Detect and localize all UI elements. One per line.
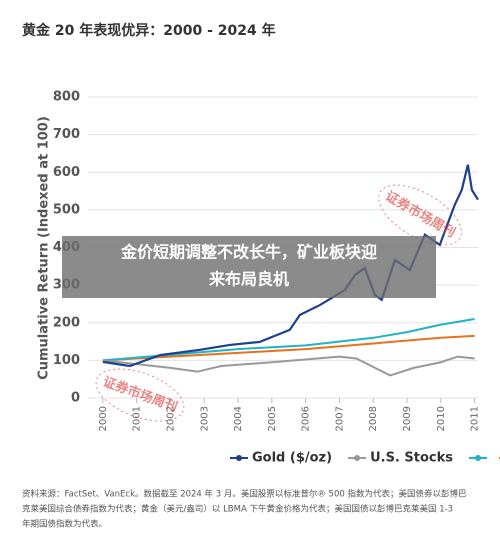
banner-text: 来布局良机	[208, 270, 289, 289]
x-tick-label: 2009	[402, 406, 413, 431]
y-tick-label: 0	[71, 391, 80, 406]
footnote: 克莱美国综合债券指数为代表；黄金（美元/盎司）以 LBMA 下午黄金价格为代表；…	[22, 504, 453, 515]
x-tick-label: 2008	[368, 406, 379, 431]
watermark-text: 证券市场周刊	[382, 188, 458, 241]
x-tick-label: 2011	[470, 406, 481, 431]
x-tick-label: 2003	[199, 406, 210, 431]
y-tick-label: 500	[53, 202, 80, 217]
legend-marker	[236, 455, 242, 461]
x-tick-label: 2010	[436, 406, 447, 431]
x-tick-label: 2005	[267, 406, 278, 431]
x-tick-label: 2007	[334, 406, 345, 431]
legend-marker	[475, 455, 481, 461]
x-tick-label: 2001	[132, 406, 143, 431]
line-series	[102, 318, 475, 362]
y-axis-label: Cumulative Return (Indexed at 100)	[37, 116, 52, 380]
watermark-ring	[378, 184, 462, 246]
line-series	[102, 355, 475, 377]
banner-bg	[62, 236, 436, 298]
line-series	[102, 334, 475, 362]
footnote: 资料来源：FactSet、VanEck。数据截至 2024 年 3 月。美国股票…	[22, 489, 467, 500]
y-tick-label: 800	[53, 90, 80, 105]
watermark-ring	[95, 368, 185, 422]
x-tick-label: 2004	[233, 406, 244, 431]
x-tick-label: 2000	[98, 406, 109, 431]
y-tick-label: 600	[53, 165, 80, 180]
y-tick-label: 700	[53, 127, 80, 142]
x-tick-label: 2006	[301, 406, 312, 431]
footnote: 年期国债指数为代表。	[22, 519, 107, 530]
legend-label: Gold ($/oz)	[252, 451, 332, 466]
banner-text: 金价短期调整不改长牛，矿业板块迎	[120, 243, 377, 262]
legend-label: U.S. Stocks	[370, 451, 453, 466]
chart-title: 黄金 20 年表现优异：2000 - 2024 年	[22, 22, 276, 39]
y-tick-label: 200	[53, 315, 80, 330]
x-tick-label: 2002	[165, 406, 176, 431]
y-tick-label: 100	[53, 353, 80, 368]
legend-marker	[354, 455, 361, 461]
